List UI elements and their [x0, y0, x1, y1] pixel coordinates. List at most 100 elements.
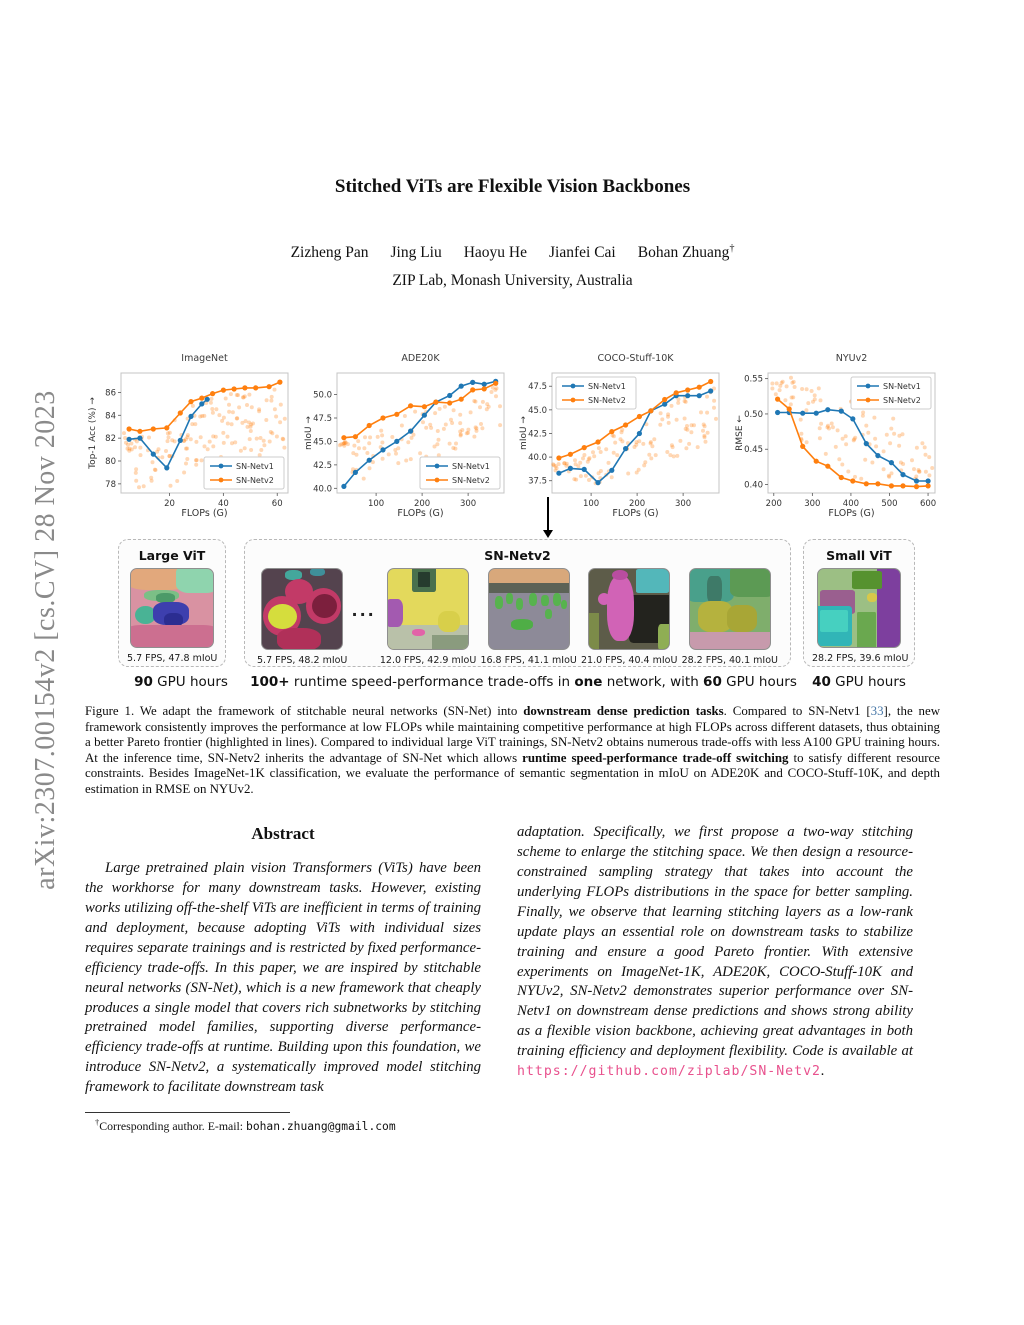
scatter-point	[240, 421, 245, 426]
series-marker	[469, 379, 475, 386]
scatter-point	[437, 407, 442, 412]
segmentation-blob	[552, 593, 561, 606]
scatter-point	[556, 462, 561, 467]
series-marker	[925, 483, 931, 489]
scatter-point	[188, 437, 193, 442]
scatter-point	[587, 457, 592, 462]
scatter-point	[774, 381, 779, 386]
chart-nyuv2: NYUv2 0.40 0.45 0.50 0.55 200 300 400 500 600 FLOP…	[735, 353, 936, 519]
scatter-point	[791, 380, 796, 385]
series-marker	[380, 415, 386, 421]
scatter-point	[337, 443, 342, 448]
scatter-point	[667, 421, 672, 426]
text-segment: runtime speed-performance trade-offs in	[289, 674, 575, 691]
scatter-point	[613, 440, 618, 445]
scatter-point	[658, 411, 663, 416]
scatter-point	[581, 456, 586, 461]
series-marker	[220, 387, 226, 393]
scatter-point	[458, 432, 463, 437]
scatter-point	[402, 414, 407, 419]
scatter-point	[670, 443, 675, 448]
scatter-point	[553, 468, 558, 473]
legend: SN-Netv1 SN-Netv2	[203, 456, 285, 490]
scatter-point	[702, 422, 707, 427]
y-tick-label: 47.5	[528, 382, 547, 392]
abstract-heading: Abstract	[251, 824, 315, 844]
scatter-point	[152, 467, 157, 472]
series-marker	[277, 379, 283, 385]
scatter-point	[137, 485, 141, 490]
series-marker	[648, 408, 654, 414]
scatter-point	[649, 456, 654, 461]
strip-item: 16.8 FPS, 41.1 mIoU	[480, 568, 577, 667]
scatter-point	[447, 441, 452, 446]
series-marker	[340, 435, 347, 441]
scatter-point	[669, 404, 674, 409]
scatter-point	[471, 399, 476, 404]
x-tick-label: 200	[629, 499, 645, 509]
text-segment: .	[820, 1063, 825, 1080]
x-axis-label: FLOPs (G)	[181, 508, 227, 519]
scatter-point	[340, 441, 345, 446]
scatter-point	[886, 473, 891, 478]
scatter-point	[278, 402, 283, 407]
scatter-point	[138, 453, 143, 458]
scatter-point	[211, 434, 216, 439]
segmentation-blob	[412, 629, 425, 637]
scatter-point	[170, 438, 175, 443]
scatter-point	[213, 434, 218, 439]
scatter-point	[591, 450, 596, 455]
scatter-point	[247, 437, 252, 442]
scatter-point	[474, 426, 479, 431]
series-marker	[199, 401, 205, 407]
scatter-point	[884, 432, 889, 437]
scatter-point	[262, 443, 267, 448]
scatter-point	[221, 431, 226, 436]
fps-label: 16.8 FPS, 41.1 mIoU	[480, 655, 577, 667]
dagger-mark: †	[729, 243, 735, 254]
series-marker	[708, 379, 714, 385]
gpu-hours-sn-netv2: 100+ runtime speed-performance trade-off…	[250, 674, 797, 690]
scatter-point	[610, 475, 615, 480]
scatter-point	[804, 408, 809, 413]
scatter-point	[892, 431, 897, 436]
scatter-point	[699, 410, 704, 415]
segmentation-blob	[658, 623, 670, 650]
series-sn-netv1	[126, 396, 210, 471]
series-marker	[662, 397, 668, 403]
segmentation-blob	[311, 593, 337, 618]
series-marker	[568, 465, 574, 472]
scatter-point	[684, 446, 689, 451]
scatter-point	[238, 448, 243, 453]
scatter-point	[409, 436, 414, 441]
scatter-point	[435, 429, 440, 434]
scatter-point	[497, 404, 502, 409]
scatter-point	[493, 388, 498, 393]
sn-netv2-thumbnail-strip: 5.7 FPS, 48.2 mIoU ... 12.0 FPS, 42.9 mI…	[253, 568, 782, 666]
panel-col-large-vit: Large ViT 5.7 FPS, 47.8 mIoU 90 GPU hour…	[118, 539, 244, 690]
scatter-point	[889, 471, 894, 476]
text-segment: 100+	[250, 674, 290, 691]
scatter-point	[249, 448, 254, 453]
scatter-point	[497, 423, 502, 428]
scatter-point	[920, 441, 925, 446]
series-marker	[177, 437, 183, 444]
scatter-point	[230, 441, 234, 446]
scatter-point	[648, 441, 653, 446]
y-tick-label: 45.0	[528, 406, 547, 416]
scatter-point	[840, 462, 845, 467]
scatter-point	[129, 447, 134, 452]
scatter-point	[443, 422, 448, 427]
scatter-point	[702, 433, 707, 438]
scatter-point	[362, 435, 367, 440]
y-tick-label: 82	[105, 434, 116, 444]
scatter-point	[269, 395, 274, 400]
scatter-point	[612, 450, 617, 455]
scatter-point	[578, 460, 583, 465]
scatter-point	[870, 460, 875, 465]
citation-33[interactable]: 33	[870, 704, 884, 719]
scatter-point	[619, 430, 624, 435]
scatter-point	[228, 392, 233, 397]
segmentation-blob	[819, 609, 848, 632]
code-url[interactable]: https://github.com/ziplab/SN-Netv2	[517, 1064, 821, 1080]
